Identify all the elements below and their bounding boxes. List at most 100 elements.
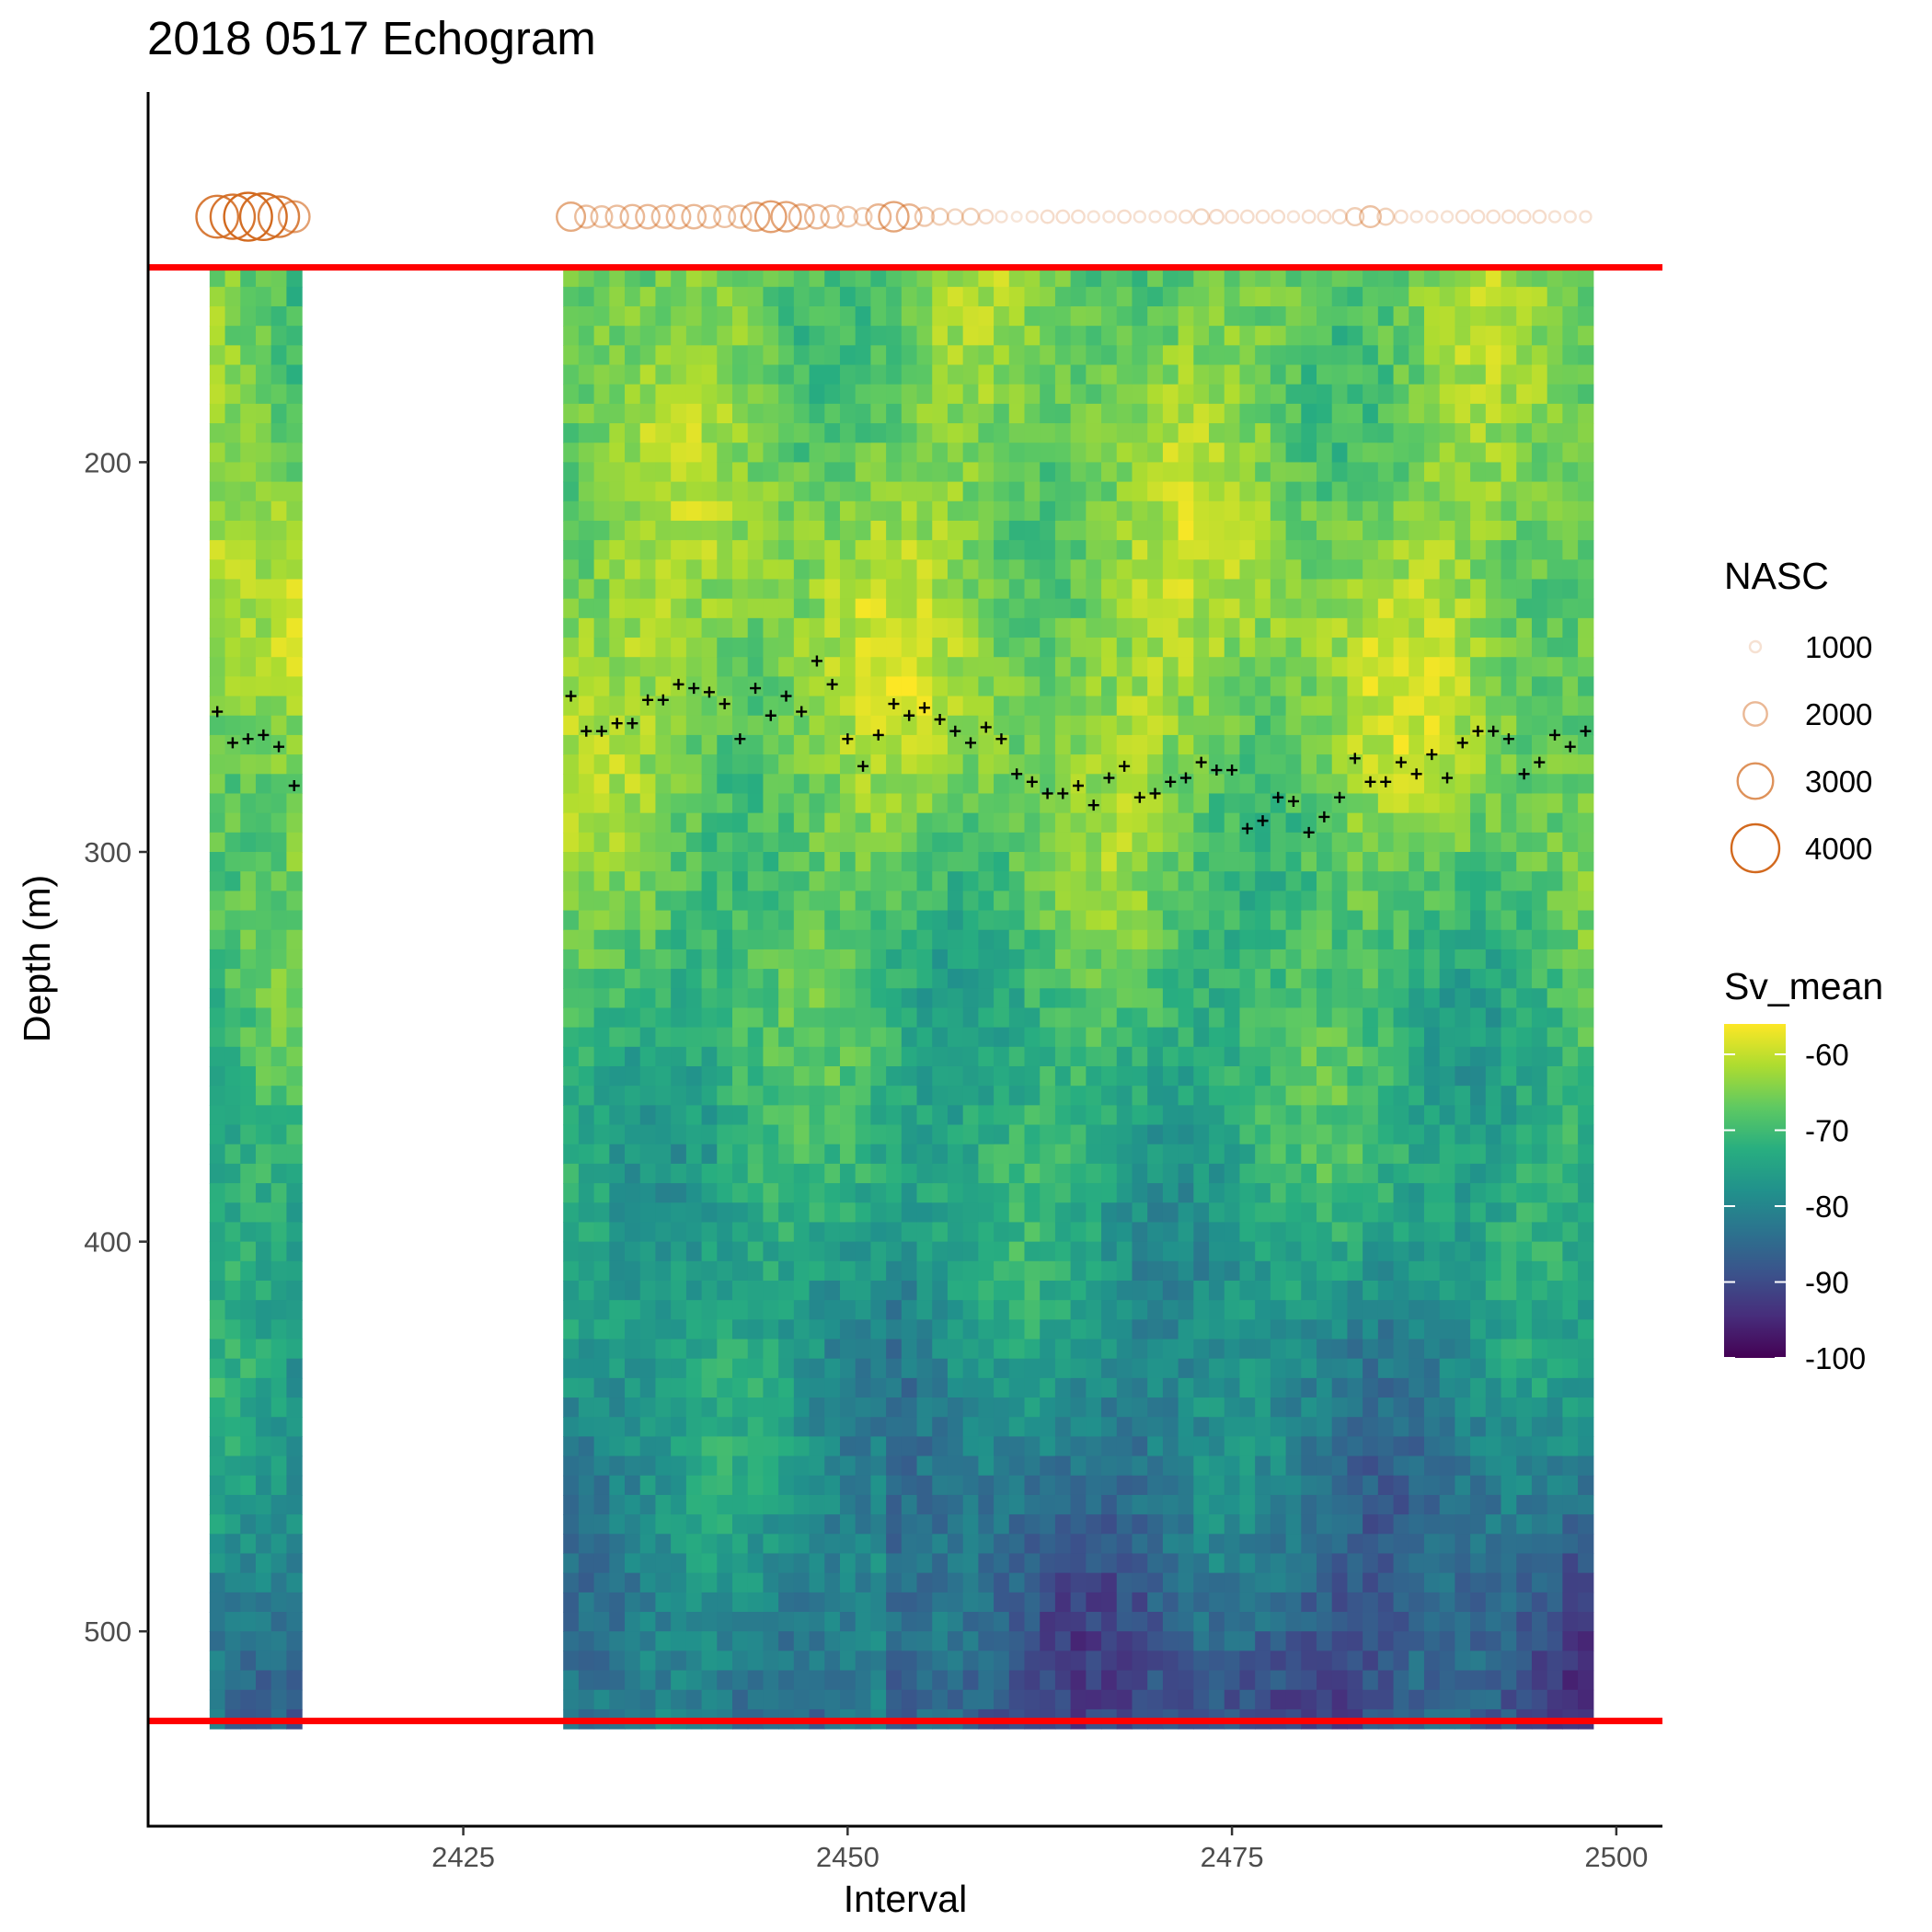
- heatmap-cell: [609, 326, 626, 346]
- heatmap-cell: [1285, 1397, 1302, 1418]
- heatmap-cell: [1377, 443, 1395, 464]
- heatmap-cell: [824, 1592, 841, 1613]
- heatmap-cell: [655, 286, 672, 307]
- heatmap-cell: [978, 1650, 995, 1672]
- heatmap-cell: [1224, 286, 1241, 307]
- heatmap-cell: [1162, 559, 1179, 581]
- heatmap-cell: [1317, 443, 1333, 464]
- heatmap-cell: [1301, 929, 1317, 950]
- heatmap-cell: [916, 1572, 933, 1593]
- heatmap-cell: [1347, 774, 1363, 795]
- heatmap-cell: [1040, 384, 1056, 405]
- heatmap-cell: [1209, 852, 1225, 872]
- heatmap-cell: [593, 1027, 610, 1048]
- heatmap-cell: [1331, 1183, 1349, 1203]
- heatmap-cell: [886, 286, 903, 307]
- heatmap-cell: [717, 462, 733, 483]
- heatmap-cell: [255, 1241, 272, 1262]
- heatmap-cell: [1209, 1202, 1225, 1224]
- heatmap-cell: [1209, 500, 1225, 522]
- heatmap-cell: [609, 1300, 626, 1320]
- heatmap-cell: [671, 969, 687, 989]
- heatmap-cell: [1301, 1475, 1317, 1496]
- heatmap-cell: [747, 1436, 765, 1457]
- heatmap-cell: [1224, 638, 1241, 658]
- heatmap-cell: [793, 1241, 811, 1262]
- heatmap-cell: [671, 1377, 687, 1398]
- heatmap-cell: [947, 286, 964, 307]
- heatmap-cell: [593, 1417, 610, 1437]
- heatmap-cell: [778, 1202, 795, 1224]
- heatmap-cell: [1101, 345, 1118, 366]
- heatmap-cell: [1054, 1027, 1072, 1048]
- heatmap-cell: [1132, 1553, 1148, 1574]
- heatmap-cell: [886, 423, 903, 443]
- heatmap-cell: [1455, 793, 1471, 814]
- heatmap-cell: [763, 1105, 779, 1126]
- heatmap-cell: [240, 969, 257, 989]
- heatmap-cell: [625, 1455, 641, 1477]
- heatmap-cell: [778, 988, 795, 1009]
- heatmap-cell: [839, 481, 857, 502]
- heatmap-cell: [671, 793, 687, 814]
- heatmap-cell: [1147, 871, 1164, 891]
- heatmap-cell: [1317, 1105, 1333, 1126]
- heatmap-cell: [701, 403, 718, 424]
- heatmap-cell: [809, 1007, 825, 1029]
- heatmap-cell: [224, 1163, 241, 1184]
- heatmap-cell: [763, 520, 779, 541]
- heatmap-cell: [994, 462, 1010, 483]
- heatmap-cell: [1147, 1319, 1164, 1340]
- heatmap-cell: [855, 1689, 871, 1710]
- heatmap-cell: [1178, 657, 1194, 677]
- heatmap-cell: [1301, 949, 1317, 970]
- heatmap-cell: [1470, 1631, 1487, 1651]
- heatmap-cell: [224, 1202, 241, 1224]
- heatmap-cell: [793, 617, 811, 638]
- heatmap-cell: [1193, 1144, 1210, 1165]
- heatmap-cell: [655, 657, 672, 677]
- heatmap-cell: [1040, 462, 1056, 483]
- heatmap-cell: [1439, 1163, 1456, 1184]
- heatmap-cell: [932, 715, 949, 736]
- heatmap-cell: [839, 540, 857, 560]
- heatmap-cell: [1301, 364, 1317, 385]
- heatmap-cell: [886, 774, 903, 795]
- heatmap-cell: [1024, 403, 1041, 424]
- heatmap-cell: [1470, 1417, 1487, 1437]
- heatmap-cell: [1317, 1065, 1333, 1087]
- heatmap-cell: [639, 345, 657, 366]
- heatmap-cell: [1255, 364, 1271, 385]
- heatmap-cell: [593, 1612, 610, 1632]
- heatmap-cell: [1270, 1260, 1287, 1282]
- heatmap-cell: [1393, 462, 1409, 483]
- heatmap-cell: [1347, 481, 1363, 502]
- heatmap-cell: [717, 1475, 733, 1496]
- heatmap-cell: [701, 1592, 718, 1613]
- heatmap-cell: [1347, 1572, 1363, 1593]
- heatmap-cell: [578, 1534, 595, 1555]
- heatmap-cell: [209, 1260, 226, 1282]
- heatmap-cell: [1209, 1163, 1225, 1184]
- heatmap-cell: [763, 1065, 779, 1087]
- heatmap-cell: [1470, 305, 1487, 327]
- heatmap-cell: [701, 1183, 718, 1203]
- heatmap-cell: [1255, 579, 1271, 600]
- heatmap-cell: [1024, 1124, 1041, 1145]
- heatmap-cell: [994, 364, 1010, 385]
- heatmap-cell: [1393, 1553, 1409, 1574]
- heatmap-cell: [1070, 1086, 1087, 1106]
- heatmap-cell: [1455, 1514, 1471, 1535]
- heatmap-cell: [1285, 1534, 1302, 1555]
- heatmap-cell: [625, 540, 641, 560]
- heatmap-cell: [1363, 403, 1379, 424]
- heatmap-cell: [609, 286, 626, 307]
- heatmap-cell: [1317, 326, 1333, 346]
- heatmap-cell: [809, 1534, 825, 1555]
- heatmap-cell: [1317, 1494, 1333, 1515]
- heatmap-cell: [270, 1065, 287, 1087]
- heatmap-cell: [240, 832, 257, 853]
- heatmap-cell: [1409, 754, 1425, 775]
- heatmap-cell: [1070, 1553, 1087, 1574]
- heatmap-cell: [778, 871, 795, 891]
